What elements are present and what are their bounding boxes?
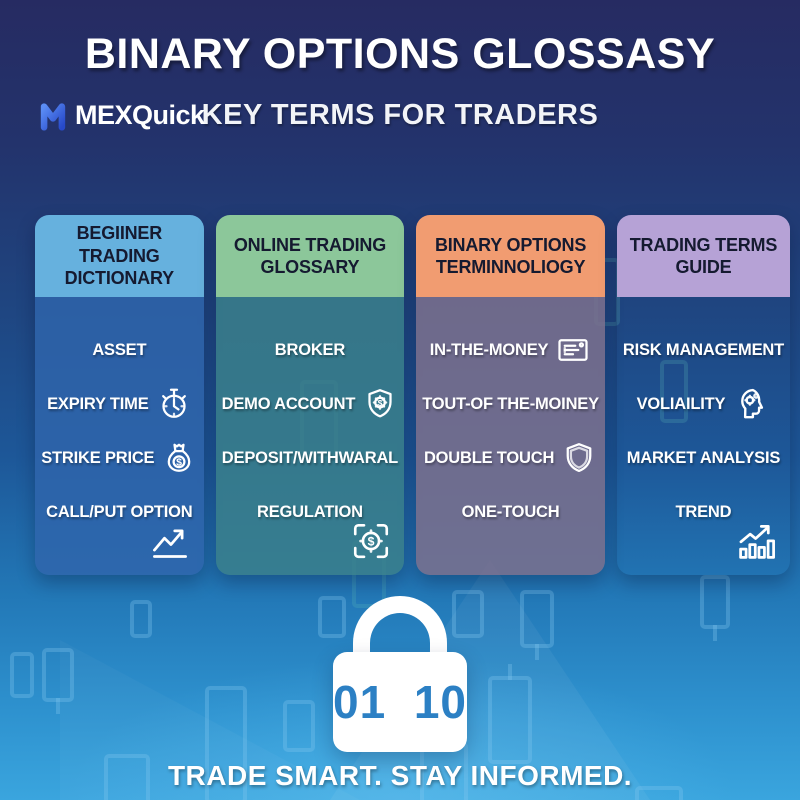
column-trading-terms-guide: TRADING TERMS GUIDE RISK MANAGEMENT VOLI…	[616, 215, 790, 575]
candlestick-decoration	[104, 754, 150, 800]
binary-digits-left: 01	[333, 676, 387, 728]
money-bag-icon: $	[168, 443, 191, 472]
term-label: CALL/PUT OPTION	[46, 502, 193, 521]
term-label: DEPOSIT/WITHWARAL	[221, 448, 399, 467]
page-subtitle: KEY TERMS FOR TRADERS	[201, 99, 599, 131]
term-label: TOUT-OF THE-MOINEY	[422, 394, 599, 413]
candlestick-decoration	[205, 686, 247, 800]
column-online-trading-glossary: ONLINE TRADING GLOSSARY BROKER DEMO ACCO…	[215, 215, 405, 575]
column-body: IN-THE-MONEY TOUT-OF THE-MOINEY DOUBLE T…	[416, 297, 605, 575]
candlestick-decoration	[318, 596, 346, 638]
term-label: DOUBLE TOUCH	[423, 448, 555, 467]
term-label: ASSET	[92, 340, 147, 359]
term-demo-account: DEMO ACCOUNT $	[222, 377, 399, 431]
brand-logo: MEXQuick	[36, 100, 205, 131]
stopwatch-icon	[161, 388, 186, 418]
column-body: BROKER DEMO ACCOUNT $ DEPOSIT/WITHWARAL …	[215, 297, 405, 575]
svg-text:$: $	[176, 457, 182, 469]
term-broker: BROKER	[222, 323, 399, 377]
candlestick-decoration	[283, 700, 315, 752]
term-volatility: VOLIAILITY	[623, 377, 784, 431]
term-label: RISK MANAGEMENT	[622, 340, 784, 359]
document-icon	[558, 339, 588, 361]
term-deposit-withdrawal: DEPOSIT/WITHWARAL	[221, 431, 399, 485]
term-in-the-money: IN-THE-MONEY	[422, 323, 599, 377]
term-market-analysis: MARKET ANALYSIS	[623, 431, 784, 485]
column-binary-options-terminology: BINARY OPTIONS TERMINNOLIOGY IN-THE-MONE…	[416, 215, 605, 575]
term-regulation: REGULATION	[222, 485, 399, 539]
glossary-columns: BEGIINER TRADING DICTIONARY ASSET EXPIRY…	[35, 215, 790, 575]
column-header: TRADING TERMS GUIDE	[616, 215, 790, 297]
padlock-body: 01 10	[333, 652, 467, 752]
term-call-put-option: CALL/PUT OPTION	[41, 485, 198, 539]
candlestick-decoration	[130, 600, 152, 638]
candlestick-decoration	[42, 648, 74, 702]
column-header: BINARY OPTIONS TERMINNOLIOGY	[416, 215, 605, 297]
term-label: MARKET ANALYSIS	[626, 448, 781, 467]
term-risk-management: RISK MANAGEMENT	[623, 323, 784, 377]
term-label: VOLIAILITY	[636, 394, 726, 413]
candlestick-decoration	[10, 652, 34, 698]
term-label: BROKER	[274, 340, 346, 359]
binary-digits-right: 10	[413, 676, 467, 728]
column-header: ONLINE TRADING GLOSSARY	[215, 215, 405, 297]
term-label: REGULATION	[257, 502, 363, 521]
term-one-touch: ONE-TOUCH	[422, 485, 599, 539]
logo-text: MEXQuick	[75, 100, 205, 130]
term-label: TREND	[675, 502, 732, 521]
column-header: BEGIINER TRADING DICTIONARY	[35, 215, 204, 297]
shield-gear-icon: $	[368, 389, 392, 418]
footer-tagline: TRADE SMART. STAY INFORMED.	[167, 760, 633, 791]
term-label: DEMO ACCOUNT	[221, 394, 356, 413]
column-body: RISK MANAGEMENT VOLIAILITY MARKET ANALYS…	[617, 297, 790, 575]
term-double-touch: DOUBLE TOUCH	[422, 431, 599, 485]
candlestick-decoration	[635, 786, 683, 800]
logo-m-icon	[40, 102, 66, 131]
term-strike-price: STRIKE PRICE $	[41, 431, 198, 485]
column-body: ASSET EXPIRY TIME STRIKE PRICE	[35, 297, 204, 575]
column-beginner-trading-dictionary: BEGIINER TRADING DICTIONARY ASSET EXPIRY…	[35, 215, 204, 575]
head-gears-icon	[741, 388, 764, 419]
term-label: ONE-TOUCH	[461, 502, 560, 521]
page-title: BINARY OPTIONS GLOSSASY	[84, 30, 716, 78]
term-label: IN-THE-MONEY	[429, 340, 549, 359]
svg-text:$: $	[378, 399, 383, 408]
candlestick-decoration	[452, 590, 484, 638]
term-out-of-the-money: TOUT-OF THE-MOINEY	[422, 377, 599, 431]
candlestick-decoration	[700, 575, 730, 629]
shield-icon	[566, 443, 592, 473]
term-expiry-time: EXPIRY TIME	[41, 377, 198, 431]
svg-text:$: $	[368, 535, 375, 549]
candlestick-decoration	[520, 590, 554, 648]
dollar-scan-icon: $	[350, 520, 392, 567]
term-label: EXPIRY TIME	[47, 394, 149, 413]
bar-chart-arrow-icon	[734, 518, 778, 567]
candlestick-decoration	[660, 360, 688, 423]
trend-line-icon	[148, 518, 192, 567]
padlock-icon: 01 10	[320, 596, 480, 752]
term-trend: TREND	[623, 485, 784, 539]
candlestick-decoration	[488, 676, 532, 764]
term-asset: ASSET	[41, 323, 198, 377]
term-label: STRIKE PRICE	[41, 448, 155, 467]
